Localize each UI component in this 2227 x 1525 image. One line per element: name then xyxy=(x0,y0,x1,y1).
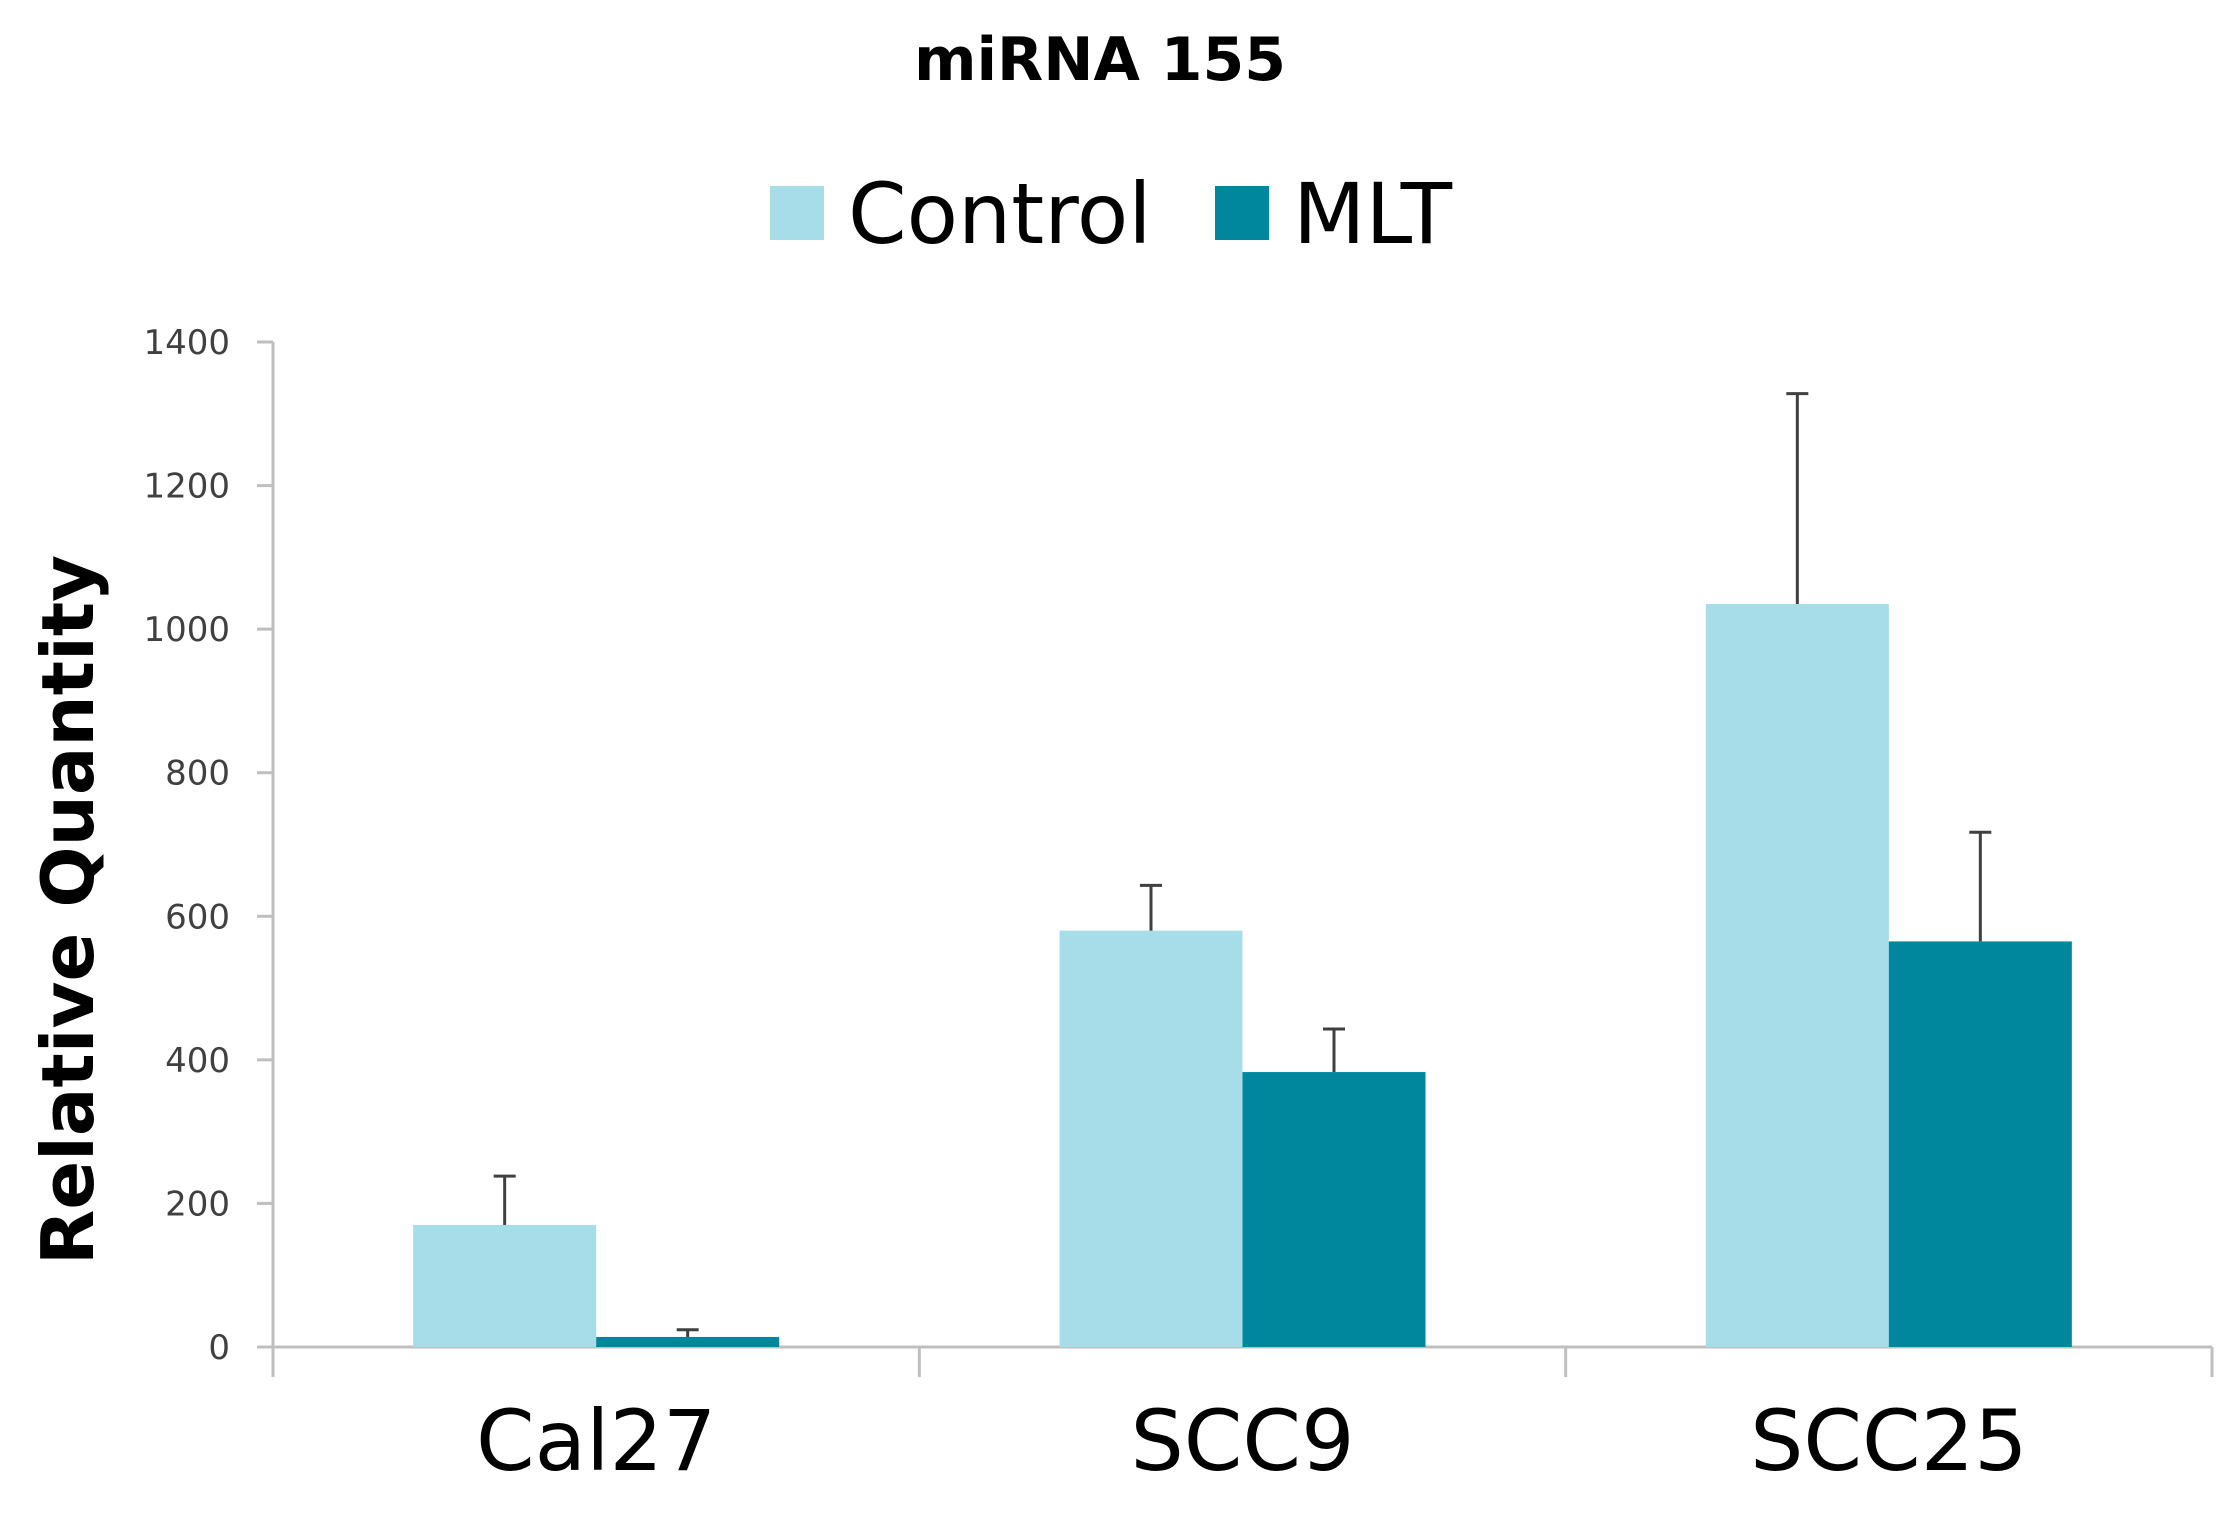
bar-control-cal27 xyxy=(413,1224,597,1347)
y-tick-label: 400 xyxy=(165,1041,230,1081)
y-tick-label: 600 xyxy=(165,897,230,937)
bar-mlt-cal27 xyxy=(596,1336,780,1347)
x-tick-label: Cal27 xyxy=(476,1392,716,1490)
bar-control-scc25 xyxy=(1705,604,1889,1347)
y-tick-label: 200 xyxy=(165,1184,230,1224)
bar-mlt-scc25 xyxy=(1888,941,2072,1347)
y-tick-label: 1000 xyxy=(143,610,230,650)
y-tick-label: 0 xyxy=(208,1328,230,1368)
bars xyxy=(413,604,2072,1347)
y-axis-ticks: 0 200 400 600 800 1000 1200 1400 xyxy=(143,323,273,1368)
error-bars xyxy=(493,392,1992,1337)
chart-title: miRNA 155 xyxy=(914,25,1286,95)
legend-label-mlt: MLT xyxy=(1293,165,1453,263)
legend-swatch-control xyxy=(770,186,824,240)
x-tick-label: SCC25 xyxy=(1750,1392,2028,1490)
y-tick-label: 1400 xyxy=(143,323,230,363)
y-tick-label: 1200 xyxy=(143,467,230,507)
legend-swatch-mlt xyxy=(1215,186,1269,240)
x-tick-label: SCC9 xyxy=(1130,1392,1354,1490)
y-axis-label: Relative Quantity xyxy=(26,555,110,1265)
bar-mlt-scc9 xyxy=(1242,1072,1426,1347)
bar-control-scc9 xyxy=(1059,930,1243,1347)
y-tick-label: 800 xyxy=(165,754,230,794)
x-axis-ticks: Cal27 SCC9 SCC25 xyxy=(476,1392,2028,1490)
legend-label-control: Control xyxy=(848,165,1152,263)
legend: Control MLT xyxy=(770,165,1453,263)
